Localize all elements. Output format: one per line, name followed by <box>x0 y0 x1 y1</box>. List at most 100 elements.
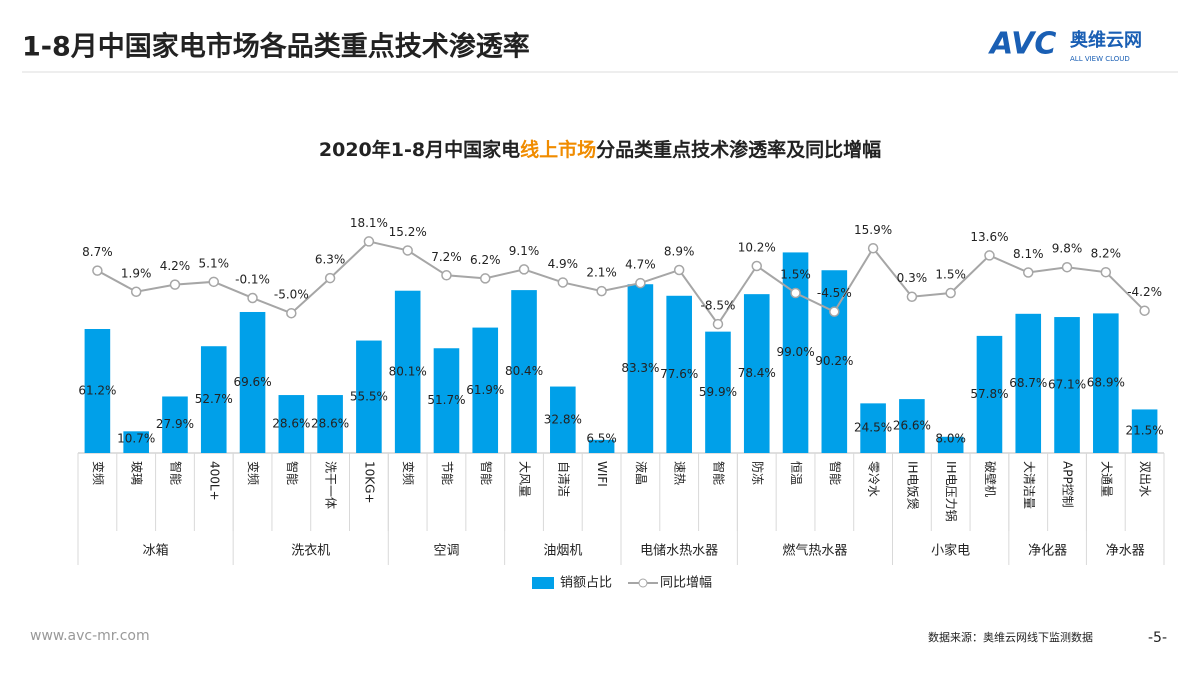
bar <box>433 348 460 453</box>
footer-url: www.avc-mr.com <box>30 628 150 644</box>
line-marker <box>402 245 413 256</box>
bar-value-label: 28.6% <box>272 417 310 431</box>
legend-label: 销额占比 <box>560 576 612 591</box>
line-value-label: 1.9% <box>121 266 152 280</box>
bar <box>821 270 848 453</box>
line-marker <box>829 306 840 317</box>
bar-value-label: 83.3% <box>621 361 659 375</box>
bar <box>588 439 615 453</box>
bar-value-label: 6.5% <box>586 432 617 446</box>
x-tick-label: 智能 <box>285 461 300 485</box>
group-label: 净化器 <box>1028 544 1067 559</box>
bar-value-label: 8.0% <box>935 432 966 446</box>
line-marker <box>480 273 491 284</box>
line-marker <box>1100 266 1112 278</box>
line-marker <box>790 287 801 299</box>
line-value-label: 9.1% <box>509 244 540 258</box>
logo-name: 奥维云网 <box>1070 29 1142 51</box>
x-tick-label: 防冻 <box>750 461 765 485</box>
x-tick-label: 变频 <box>401 461 416 485</box>
line-value-label: 2.1% <box>586 266 617 280</box>
bar <box>899 399 925 453</box>
line-value-label: 6.3% <box>315 253 346 267</box>
line-marker <box>867 243 879 254</box>
bar <box>1015 313 1042 453</box>
line-value-label: 18.1% <box>350 216 388 230</box>
group-label: 净水器 <box>1106 544 1145 559</box>
bar-value-label: 78.4% <box>738 366 776 380</box>
bar-value-label: 68.9% <box>1087 376 1125 390</box>
line-value-label: 5.1% <box>199 256 230 270</box>
bar-value-label: 99.0% <box>776 345 814 359</box>
x-tick-label: 变频 <box>91 461 106 485</box>
x-tick-label: 智能 <box>828 461 843 485</box>
line-value-label: 15.9% <box>854 223 892 237</box>
x-tick-label: 大通量 <box>1099 461 1113 497</box>
x-tick-label: 变频 <box>246 461 261 485</box>
bar <box>394 290 421 453</box>
line-value-label: -4.2% <box>1127 285 1162 299</box>
line-marker <box>92 265 103 276</box>
bar-value-label: 26.6% <box>893 419 931 433</box>
line-marker <box>751 260 762 272</box>
bar <box>200 346 227 453</box>
x-tick-label: 大清洁量 <box>1022 461 1036 509</box>
x-tick-label: 大风量 <box>518 461 532 497</box>
bar-value-label: 52.7% <box>195 392 233 406</box>
group-label: 冰箱 <box>143 543 169 559</box>
line-marker <box>441 270 452 281</box>
x-tick-label: IH电饭煲 <box>905 461 920 510</box>
line-marker <box>673 264 685 276</box>
bar <box>356 340 382 453</box>
line-value-label: -5.0% <box>274 288 309 302</box>
bar <box>860 403 886 453</box>
bar <box>705 331 731 453</box>
bar <box>278 395 305 453</box>
line-value-label: 10.2% <box>738 240 776 254</box>
page-number: -5- <box>1148 630 1167 646</box>
bar-value-label: 61.2% <box>78 384 116 398</box>
line-marker <box>945 287 956 299</box>
line-marker <box>596 285 607 297</box>
line-marker <box>712 318 724 330</box>
line-value-label: 7.2% <box>431 250 462 264</box>
line-value-label: 0.3% <box>897 271 928 285</box>
logo-mark: AVC <box>988 27 1056 62</box>
bar <box>976 335 1003 453</box>
x-tick-label: 速热 <box>673 461 687 485</box>
bar-value-label: 32.8% <box>544 412 582 426</box>
line-value-label: -8.5% <box>701 299 736 313</box>
line-value-label: 1.5% <box>935 268 966 282</box>
bar <box>1131 409 1158 453</box>
line-marker <box>324 272 336 284</box>
line-marker <box>1023 267 1034 278</box>
line-value-label: 13.6% <box>970 230 1008 244</box>
bar-value-label: 55.5% <box>350 389 388 403</box>
line-marker <box>1139 305 1150 316</box>
line-value-label: 6.2% <box>470 253 501 267</box>
x-tick-label: 零冷水 <box>867 461 881 497</box>
title-highlight: 线上市场 <box>520 138 596 161</box>
bar <box>937 436 964 453</box>
bar-value-label: 28.6% <box>311 417 349 431</box>
bar <box>627 284 654 453</box>
bar-value-label: 24.5% <box>854 421 892 435</box>
bar <box>162 396 188 453</box>
bar-value-label: 27.9% <box>156 417 194 431</box>
line-value-label: 4.2% <box>160 259 191 273</box>
line-value-label: 8.7% <box>82 245 113 259</box>
x-tick-label: 玻璃 <box>130 461 144 485</box>
x-tick-label: IH电压力锅 <box>944 461 959 522</box>
x-tick-label: 破壁机 <box>983 461 998 497</box>
bar-value-label: 80.1% <box>389 364 427 378</box>
x-tick-label: 10KG+ <box>362 461 376 504</box>
bar <box>666 295 692 453</box>
line-marker <box>208 276 219 288</box>
title-part: 2020年1-8月中国家电 <box>319 138 520 161</box>
line-value-label: 9.8% <box>1052 242 1083 256</box>
title-part: 分品类重点技术渗透率及同比增幅 <box>596 138 881 161</box>
bar <box>1093 313 1119 453</box>
line-marker <box>635 277 646 289</box>
line-marker <box>130 286 142 298</box>
bar <box>123 431 149 453</box>
